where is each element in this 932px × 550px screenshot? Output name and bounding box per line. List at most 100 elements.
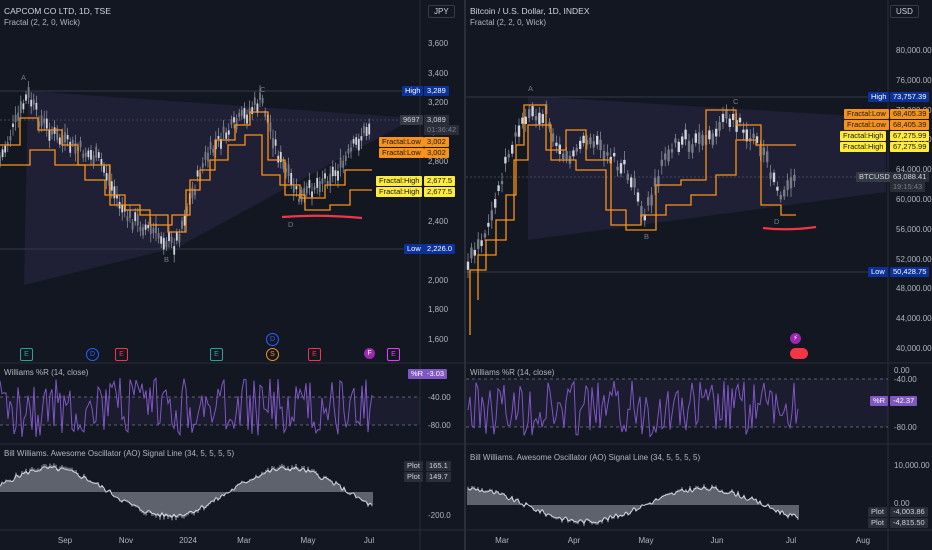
flash-event-icon[interactable]: ⚡ bbox=[790, 333, 801, 344]
symbol-title[interactable]: Bitcoin / U.S. Dollar, 1D, INDEX bbox=[470, 6, 590, 16]
chart-divider[interactable] bbox=[464, 0, 466, 550]
indicator-legend[interactable]: Fractal (2, 2, 0, Wick) bbox=[470, 18, 547, 27]
candle-body bbox=[606, 152, 609, 156]
chart-right-bitcoin[interactable]: Bitcoin / U.S. Dollar, 1D, INDEX Fractal… bbox=[466, 0, 932, 550]
candle-body bbox=[480, 240, 483, 246]
candle-body bbox=[613, 152, 616, 157]
last-price-tag: 3,089 bbox=[424, 115, 449, 125]
time-tick: May bbox=[638, 536, 654, 545]
candle-body bbox=[152, 228, 155, 234]
candle-body bbox=[298, 198, 300, 202]
price-tick: 64,000.00 bbox=[896, 165, 932, 175]
currency-label[interactable]: JPY bbox=[428, 5, 455, 18]
candle-body bbox=[79, 141, 82, 148]
candle-body bbox=[500, 181, 504, 185]
candle-body bbox=[308, 179, 311, 189]
earnings-event-icon[interactable]: E bbox=[387, 348, 400, 361]
candle-body bbox=[155, 223, 157, 234]
candle-body bbox=[129, 209, 131, 218]
candle-body bbox=[240, 109, 243, 116]
pattern-point-a: A bbox=[21, 73, 27, 82]
candle-body bbox=[230, 119, 233, 125]
candle-body bbox=[742, 129, 745, 133]
ao-legend[interactable]: Bill Williams. Awesome Oscillator (AO) S… bbox=[4, 449, 235, 458]
candle-body bbox=[201, 163, 204, 168]
candle-body bbox=[30, 99, 33, 107]
candle-body bbox=[619, 163, 623, 174]
us-flag-event-icon[interactable] bbox=[790, 348, 808, 359]
candle-body bbox=[56, 128, 59, 140]
candle-body bbox=[225, 132, 228, 139]
candle-body bbox=[110, 181, 113, 191]
candle-body bbox=[277, 155, 280, 163]
candle-body bbox=[365, 127, 368, 136]
time-tick: Nov bbox=[118, 536, 134, 545]
candle-body bbox=[514, 132, 517, 137]
candle-body bbox=[220, 138, 222, 149]
candle-body bbox=[9, 136, 12, 141]
ao-legend[interactable]: Bill Williams. Awesome Oscillator (AO) S… bbox=[470, 453, 701, 462]
fractal-low-value: 68,405.39 bbox=[890, 120, 930, 130]
fractal-high-tag: Fractal:High bbox=[840, 142, 887, 152]
wr-tag-value: -3.03 bbox=[424, 369, 448, 379]
candle-body bbox=[473, 249, 476, 256]
candle-body bbox=[660, 159, 663, 166]
candle-body bbox=[25, 94, 27, 101]
flash-event-icon[interactable]: F bbox=[364, 348, 375, 359]
indicator-legend[interactable]: Fractal (2, 2, 0, Wick) bbox=[4, 18, 81, 27]
candle-body bbox=[64, 132, 66, 143]
wr-tick: -40.00 bbox=[428, 393, 451, 402]
candle-body bbox=[592, 141, 595, 148]
candle-body bbox=[531, 106, 534, 117]
fractal-high-tag: Fractal:High bbox=[376, 176, 423, 186]
candle-body bbox=[103, 165, 105, 173]
pattern-point-c: C bbox=[260, 85, 266, 94]
candle-body bbox=[776, 186, 779, 191]
candle-body bbox=[160, 236, 163, 244]
candle-body bbox=[670, 149, 674, 153]
price-tick: 2,800 bbox=[428, 157, 449, 167]
split-event-icon[interactable]: S bbox=[266, 348, 279, 361]
candle-body bbox=[711, 133, 714, 145]
fractal-high-tag: Fractal:High bbox=[376, 187, 423, 197]
candle-body bbox=[12, 123, 14, 128]
candle-body bbox=[147, 224, 150, 229]
candle-body bbox=[243, 108, 246, 119]
time-tick: Sep bbox=[57, 536, 73, 545]
candle-body bbox=[287, 164, 290, 177]
fractal-high-value: 2,677.5 bbox=[424, 187, 456, 197]
chart-right-canvas[interactable] bbox=[466, 0, 932, 550]
candle-body bbox=[755, 136, 759, 143]
wr-line bbox=[0, 377, 373, 437]
candle-body bbox=[136, 214, 139, 226]
wr-legend[interactable]: Williams %R (14, close) bbox=[4, 368, 89, 377]
candle-body bbox=[558, 144, 561, 155]
candle-body bbox=[738, 117, 742, 123]
chart-left-canvas[interactable] bbox=[0, 0, 464, 550]
time-tick: May bbox=[300, 536, 316, 545]
chart-left-capcom[interactable]: CAPCOM CO LTD, 1D, TSE Fractal (2, 2, 0,… bbox=[0, 0, 464, 550]
earnings-event-icon[interactable]: E bbox=[20, 348, 33, 361]
candle-body bbox=[48, 130, 51, 141]
candle-body bbox=[183, 215, 186, 226]
earnings-event-icon[interactable]: E bbox=[308, 348, 321, 361]
candle-body bbox=[534, 116, 538, 121]
earnings-event-icon[interactable]: E bbox=[210, 348, 223, 361]
candle-body bbox=[27, 87, 30, 99]
wr-tick: 0.00 bbox=[894, 366, 910, 375]
candle-body bbox=[204, 152, 207, 160]
currency-label[interactable]: USD bbox=[890, 5, 919, 18]
triangle-pattern-area bbox=[24, 91, 415, 285]
wr-legend[interactable]: Williams %R (14, close) bbox=[470, 368, 555, 377]
dividend-event-icon[interactable]: D bbox=[266, 333, 279, 346]
earnings-event-icon[interactable]: E bbox=[115, 348, 128, 361]
time-tick: 2024 bbox=[179, 536, 197, 545]
candle-body bbox=[694, 133, 697, 143]
candle-body bbox=[517, 125, 521, 137]
dividend-event-icon[interactable]: D bbox=[86, 348, 99, 361]
candle-body bbox=[290, 172, 293, 185]
high-value-tag: 73,757.39 bbox=[890, 92, 930, 102]
candle-body bbox=[74, 142, 77, 154]
candle-body bbox=[357, 138, 360, 151]
symbol-title[interactable]: CAPCOM CO LTD, 1D, TSE bbox=[4, 6, 111, 16]
